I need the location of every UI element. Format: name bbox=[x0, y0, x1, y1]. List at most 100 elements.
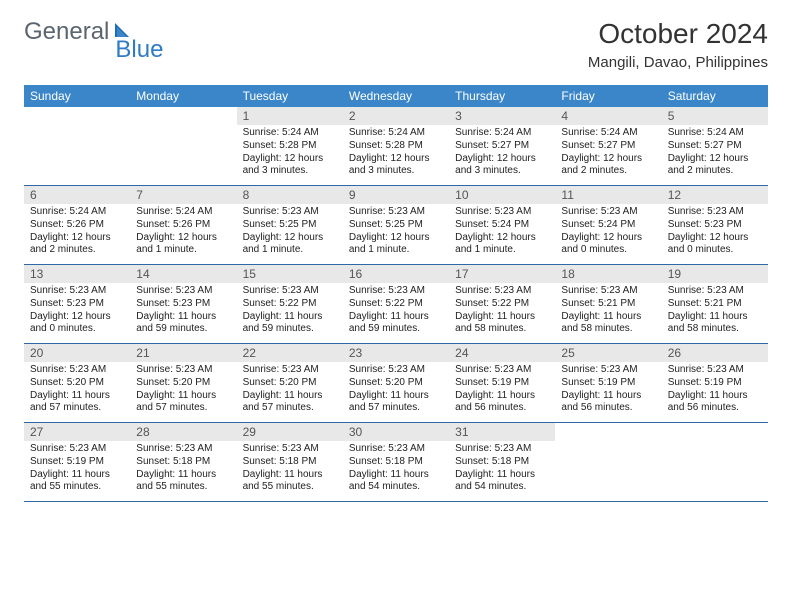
sunrise-text: Sunrise: 5:24 AM bbox=[30, 206, 124, 219]
day-number: 13 bbox=[24, 265, 130, 283]
sunset-text: Sunset: 5:26 PM bbox=[30, 219, 124, 232]
day-cell: Sunrise: 5:23 AMSunset: 5:25 PMDaylight:… bbox=[237, 204, 343, 264]
day-number: 31 bbox=[449, 423, 555, 441]
day-cell: Sunrise: 5:23 AMSunset: 5:22 PMDaylight:… bbox=[237, 283, 343, 343]
daylight-text: Daylight: 12 hours and 3 minutes. bbox=[455, 153, 549, 179]
day-number: 6 bbox=[24, 186, 130, 204]
day-number: 25 bbox=[555, 344, 661, 362]
week-row: 6789101112Sunrise: 5:24 AMSunset: 5:26 P… bbox=[24, 186, 768, 265]
day-number: 10 bbox=[449, 186, 555, 204]
day-number: 12 bbox=[662, 186, 768, 204]
sunrise-text: Sunrise: 5:23 AM bbox=[455, 206, 549, 219]
day-number: 7 bbox=[130, 186, 236, 204]
sunset-text: Sunset: 5:20 PM bbox=[349, 377, 443, 390]
day-number: 15 bbox=[237, 265, 343, 283]
day-number: 29 bbox=[237, 423, 343, 441]
day-number: 4 bbox=[555, 107, 661, 125]
daylight-text: Daylight: 11 hours and 59 minutes. bbox=[136, 311, 230, 337]
calendar: Sunday Monday Tuesday Wednesday Thursday… bbox=[24, 85, 768, 502]
day-number: 27 bbox=[24, 423, 130, 441]
day-cell: Sunrise: 5:23 AMSunset: 5:23 PMDaylight:… bbox=[130, 283, 236, 343]
sunrise-text: Sunrise: 5:24 AM bbox=[136, 206, 230, 219]
day-cell: Sunrise: 5:23 AMSunset: 5:21 PMDaylight:… bbox=[555, 283, 661, 343]
daylight-text: Daylight: 11 hours and 57 minutes. bbox=[136, 390, 230, 416]
day-cell: Sunrise: 5:24 AMSunset: 5:27 PMDaylight:… bbox=[555, 125, 661, 185]
day-cell: Sunrise: 5:23 AMSunset: 5:20 PMDaylight:… bbox=[130, 362, 236, 422]
daylight-text: Daylight: 11 hours and 54 minutes. bbox=[455, 469, 549, 495]
day-cell: Sunrise: 5:23 AMSunset: 5:22 PMDaylight:… bbox=[343, 283, 449, 343]
sunset-text: Sunset: 5:27 PM bbox=[561, 140, 655, 153]
sunrise-text: Sunrise: 5:23 AM bbox=[136, 285, 230, 298]
sunrise-text: Sunrise: 5:23 AM bbox=[455, 443, 549, 456]
daylight-text: Daylight: 12 hours and 0 minutes. bbox=[30, 311, 124, 337]
day-cell: Sunrise: 5:23 AMSunset: 5:18 PMDaylight:… bbox=[130, 441, 236, 501]
day-number: 18 bbox=[555, 265, 661, 283]
sunrise-text: Sunrise: 5:23 AM bbox=[668, 285, 762, 298]
weekday-header: Friday bbox=[555, 85, 661, 107]
day-number: 16 bbox=[343, 265, 449, 283]
sunset-text: Sunset: 5:25 PM bbox=[349, 219, 443, 232]
sunset-text: Sunset: 5:22 PM bbox=[349, 298, 443, 311]
sunset-text: Sunset: 5:18 PM bbox=[349, 456, 443, 469]
sunset-text: Sunset: 5:21 PM bbox=[668, 298, 762, 311]
sunset-text: Sunset: 5:27 PM bbox=[455, 140, 549, 153]
day-number: 8 bbox=[237, 186, 343, 204]
day-cell bbox=[24, 125, 130, 185]
weekday-header-row: Sunday Monday Tuesday Wednesday Thursday… bbox=[24, 85, 768, 107]
weekday-header: Tuesday bbox=[237, 85, 343, 107]
sunrise-text: Sunrise: 5:23 AM bbox=[30, 285, 124, 298]
daylight-text: Daylight: 12 hours and 1 minute. bbox=[243, 232, 337, 258]
daylight-text: Daylight: 11 hours and 59 minutes. bbox=[243, 311, 337, 337]
sunrise-text: Sunrise: 5:23 AM bbox=[668, 364, 762, 377]
day-number: 3 bbox=[449, 107, 555, 125]
day-cell: Sunrise: 5:23 AMSunset: 5:20 PMDaylight:… bbox=[237, 362, 343, 422]
daylight-text: Daylight: 12 hours and 2 minutes. bbox=[30, 232, 124, 258]
daylight-text: Daylight: 11 hours and 57 minutes. bbox=[30, 390, 124, 416]
sunset-text: Sunset: 5:22 PM bbox=[243, 298, 337, 311]
daylight-text: Daylight: 11 hours and 56 minutes. bbox=[668, 390, 762, 416]
day-number bbox=[130, 107, 236, 125]
daylight-text: Daylight: 11 hours and 59 minutes. bbox=[349, 311, 443, 337]
day-number: 19 bbox=[662, 265, 768, 283]
day-cell: Sunrise: 5:23 AMSunset: 5:23 PMDaylight:… bbox=[662, 204, 768, 264]
day-number: 30 bbox=[343, 423, 449, 441]
sunrise-text: Sunrise: 5:23 AM bbox=[349, 285, 443, 298]
daylight-text: Daylight: 12 hours and 3 minutes. bbox=[349, 153, 443, 179]
sunrise-text: Sunrise: 5:23 AM bbox=[349, 364, 443, 377]
day-cell: Sunrise: 5:24 AMSunset: 5:26 PMDaylight:… bbox=[130, 204, 236, 264]
day-number: 17 bbox=[449, 265, 555, 283]
day-cell: Sunrise: 5:23 AMSunset: 5:18 PMDaylight:… bbox=[237, 441, 343, 501]
day-number: 9 bbox=[343, 186, 449, 204]
daylight-text: Daylight: 11 hours and 54 minutes. bbox=[349, 469, 443, 495]
day-cell: Sunrise: 5:23 AMSunset: 5:20 PMDaylight:… bbox=[24, 362, 130, 422]
day-number: 1 bbox=[237, 107, 343, 125]
day-cell bbox=[662, 441, 768, 501]
page-header: General Blue October 2024 Mangili, Davao… bbox=[24, 18, 768, 71]
week-row: 2728293031Sunrise: 5:23 AMSunset: 5:19 P… bbox=[24, 423, 768, 502]
month-title: October 2024 bbox=[588, 18, 768, 50]
sunrise-text: Sunrise: 5:23 AM bbox=[243, 443, 337, 456]
sunrise-text: Sunrise: 5:23 AM bbox=[561, 285, 655, 298]
week-row: 20212223242526Sunrise: 5:23 AMSunset: 5:… bbox=[24, 344, 768, 423]
sunrise-text: Sunrise: 5:23 AM bbox=[136, 364, 230, 377]
weekday-header: Monday bbox=[130, 85, 236, 107]
brand-blue-text: Blue bbox=[115, 36, 163, 64]
day-number: 28 bbox=[130, 423, 236, 441]
sunset-text: Sunset: 5:24 PM bbox=[561, 219, 655, 232]
day-number: 21 bbox=[130, 344, 236, 362]
sunset-text: Sunset: 5:26 PM bbox=[136, 219, 230, 232]
sunset-text: Sunset: 5:22 PM bbox=[455, 298, 549, 311]
day-number: 26 bbox=[662, 344, 768, 362]
day-cell: Sunrise: 5:23 AMSunset: 5:20 PMDaylight:… bbox=[343, 362, 449, 422]
daylight-text: Daylight: 11 hours and 56 minutes. bbox=[455, 390, 549, 416]
day-number bbox=[662, 423, 768, 441]
daylight-text: Daylight: 11 hours and 55 minutes. bbox=[243, 469, 337, 495]
day-number: 20 bbox=[24, 344, 130, 362]
day-cell: Sunrise: 5:23 AMSunset: 5:19 PMDaylight:… bbox=[449, 362, 555, 422]
weekday-header: Wednesday bbox=[343, 85, 449, 107]
day-number: 11 bbox=[555, 186, 661, 204]
daylight-text: Daylight: 11 hours and 58 minutes. bbox=[455, 311, 549, 337]
daylight-text: Daylight: 11 hours and 56 minutes. bbox=[561, 390, 655, 416]
weekday-header: Saturday bbox=[662, 85, 768, 107]
sunset-text: Sunset: 5:28 PM bbox=[349, 140, 443, 153]
